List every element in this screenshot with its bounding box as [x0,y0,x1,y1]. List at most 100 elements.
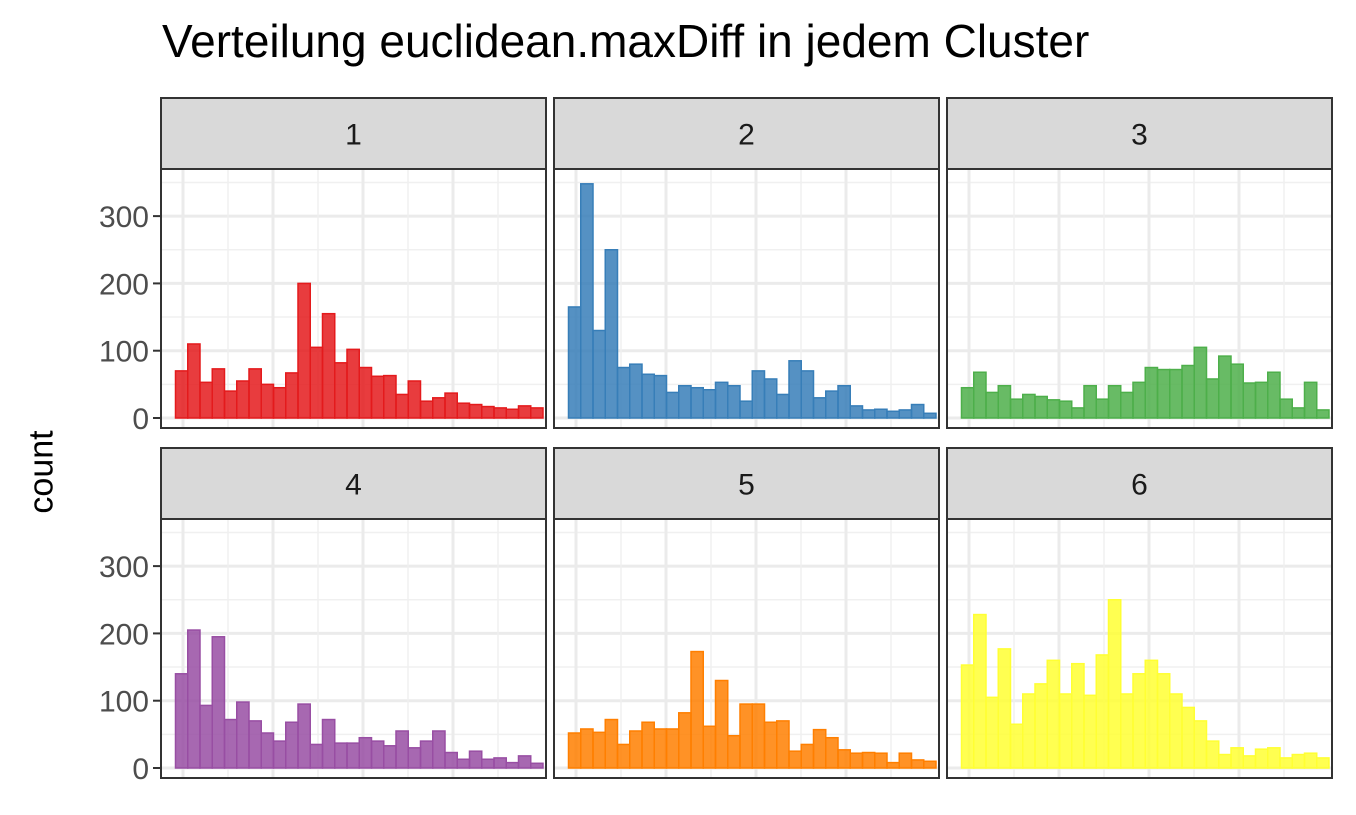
histogram-bar [1107,599,1122,769]
histogram-bar [1034,395,1048,419]
histogram-bar [530,762,544,769]
facet-strip-2 [553,97,940,170]
histogram-bar [1022,693,1036,769]
histogram-bar [923,760,937,769]
histogram-bar [1132,381,1146,419]
histogram-bar [419,400,434,419]
histogram-bar [505,408,520,419]
histogram-bar [285,372,299,419]
histogram-bar [910,403,925,419]
histogram-bar [285,721,299,769]
histogram-bar [898,409,913,419]
histogram-bar [297,703,311,769]
histogram-bar [997,648,1012,769]
histogram-bar [727,734,741,769]
facet-strip-1 [160,97,547,170]
histogram-bar [272,386,287,419]
histogram-bar [1303,381,1318,419]
histogram-bar [272,740,287,769]
histogram-bar [1034,683,1048,769]
histogram-bar [1193,346,1208,419]
histogram-bar [886,761,900,769]
histogram-bar [812,397,827,419]
histogram-bar [678,712,692,769]
histogram-bar [1242,755,1257,769]
facet-panel-border [160,518,547,779]
histogram-bar [1254,748,1269,769]
y-tick-label: 0 [132,403,149,436]
histogram-bar [837,384,851,419]
histogram-bar [714,381,729,419]
facet-strip-label-3: 3 [1131,119,1148,152]
histogram-bar [174,673,189,769]
histogram-bar [334,362,348,419]
histogram-bar [910,759,925,769]
histogram-bar [1132,673,1146,769]
histogram-bar [211,368,226,419]
histogram-bar [592,329,606,419]
histogram-bar [580,183,594,419]
histogram-bar [1046,659,1061,769]
facet-panel-border [946,168,1333,429]
histogram-bar [825,736,839,769]
histogram-bar [653,374,668,419]
histogram-bar [690,650,704,769]
histogram-bar [1058,400,1073,419]
histogram-bar [383,374,397,419]
histogram-bar [321,312,336,419]
histogram-bar [898,752,913,769]
histogram-bar [886,410,900,419]
histogram-bar [1303,752,1318,769]
histogram-bar [567,306,582,419]
histogram-bar [973,613,987,769]
histogram-bar [616,366,631,419]
histogram-bar [861,409,876,419]
histogram-bar [1071,407,1085,419]
histogram-bar [223,718,238,769]
histogram-bar [199,381,213,419]
histogram-bar [321,718,336,769]
histogram-bar [456,402,471,419]
histogram-bar [370,375,385,419]
histogram-bar [1267,747,1281,769]
histogram-bar [260,732,275,769]
histogram-bar [653,728,668,769]
histogram-bar [849,405,864,419]
histogram-bar [641,721,655,769]
histogram-bar [751,370,766,419]
histogram-bar [702,388,717,419]
histogram-bar [174,370,189,419]
histogram-bar [1156,368,1171,419]
facet-strip-label-6: 6 [1131,469,1148,502]
histogram-bar [346,742,360,769]
histogram-bar [248,720,262,769]
histogram-bar [1205,378,1220,419]
histogram-bar [444,751,458,769]
histogram-bar [1181,706,1195,769]
histogram-bar [1230,747,1244,769]
histogram-bar [641,373,655,419]
histogram-bar [517,755,532,769]
histogram-bar [690,386,704,419]
histogram-bar [1230,363,1244,419]
histogram-bar [973,371,987,419]
histogram-bar [1267,371,1281,419]
histogram-bar [874,408,888,419]
histogram-bar [407,380,422,419]
histogram-bar [1107,384,1122,419]
histogram-bar [444,392,458,419]
histogram-bar [592,731,606,769]
histogram-bar [493,407,507,419]
histogram-bar [739,703,753,769]
histogram-bar [370,740,385,769]
histogram-bar [629,730,643,769]
histogram-bar [468,750,483,769]
histogram-bar [825,390,839,419]
facet-panel-border [553,168,940,429]
histogram-bar [211,636,226,769]
histogram-bar [1083,694,1097,769]
facet-strip-label-4: 4 [345,469,362,502]
histogram-bar [309,743,324,769]
histogram-bar [849,752,864,769]
